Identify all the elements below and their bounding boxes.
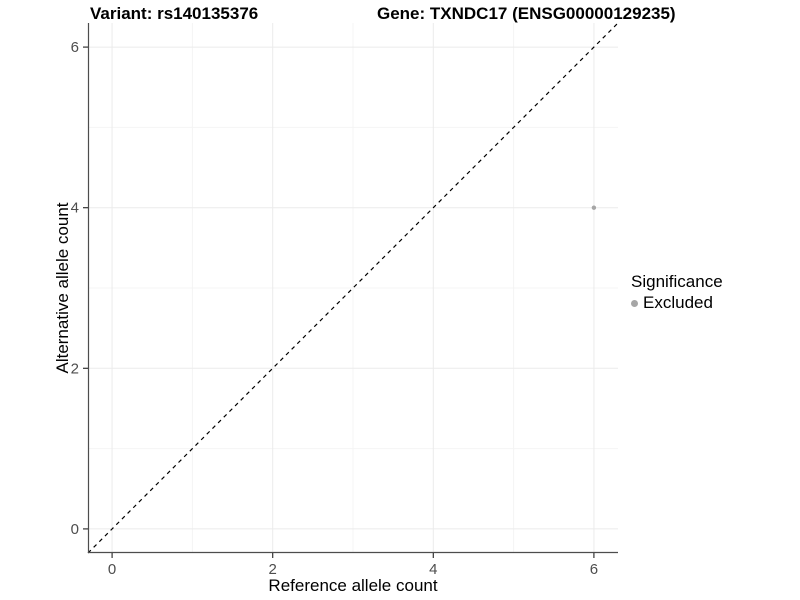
x-tick-label: 6	[590, 561, 598, 578]
x-tick-label: 4	[429, 561, 437, 578]
x-axis-title: Reference allele count	[268, 576, 438, 595]
y-axis-title: Alternative allele count	[53, 202, 72, 374]
y-tick-label: 4	[71, 200, 79, 217]
x-tick-label: 2	[269, 561, 277, 578]
legend-item-label: Excluded	[643, 293, 713, 312]
legend-item-excluded: Excluded	[631, 293, 723, 312]
y-tick-label: 6	[71, 39, 79, 56]
y-tick-label: 0	[71, 521, 79, 538]
legend: Significance Excluded	[631, 272, 723, 312]
x-tick-label: 0	[108, 561, 116, 578]
plot-canvas: 0 2 4 6 0 2 4 6	[71, 22, 619, 578]
plot-panel: 0 2 4 6 0 2 4 6	[71, 22, 619, 578]
legend-title: Significance	[631, 272, 723, 291]
legend-point-icon	[631, 299, 638, 307]
data-point	[591, 205, 597, 210]
y-tick-label: 2	[71, 360, 79, 377]
identity-reference-line	[87, 22, 619, 554]
plot-title-variant: Variant: rs140135376	[90, 4, 259, 23]
plot-title-gene: Gene: TXNDC17 (ENSG00000129235)	[377, 4, 676, 23]
